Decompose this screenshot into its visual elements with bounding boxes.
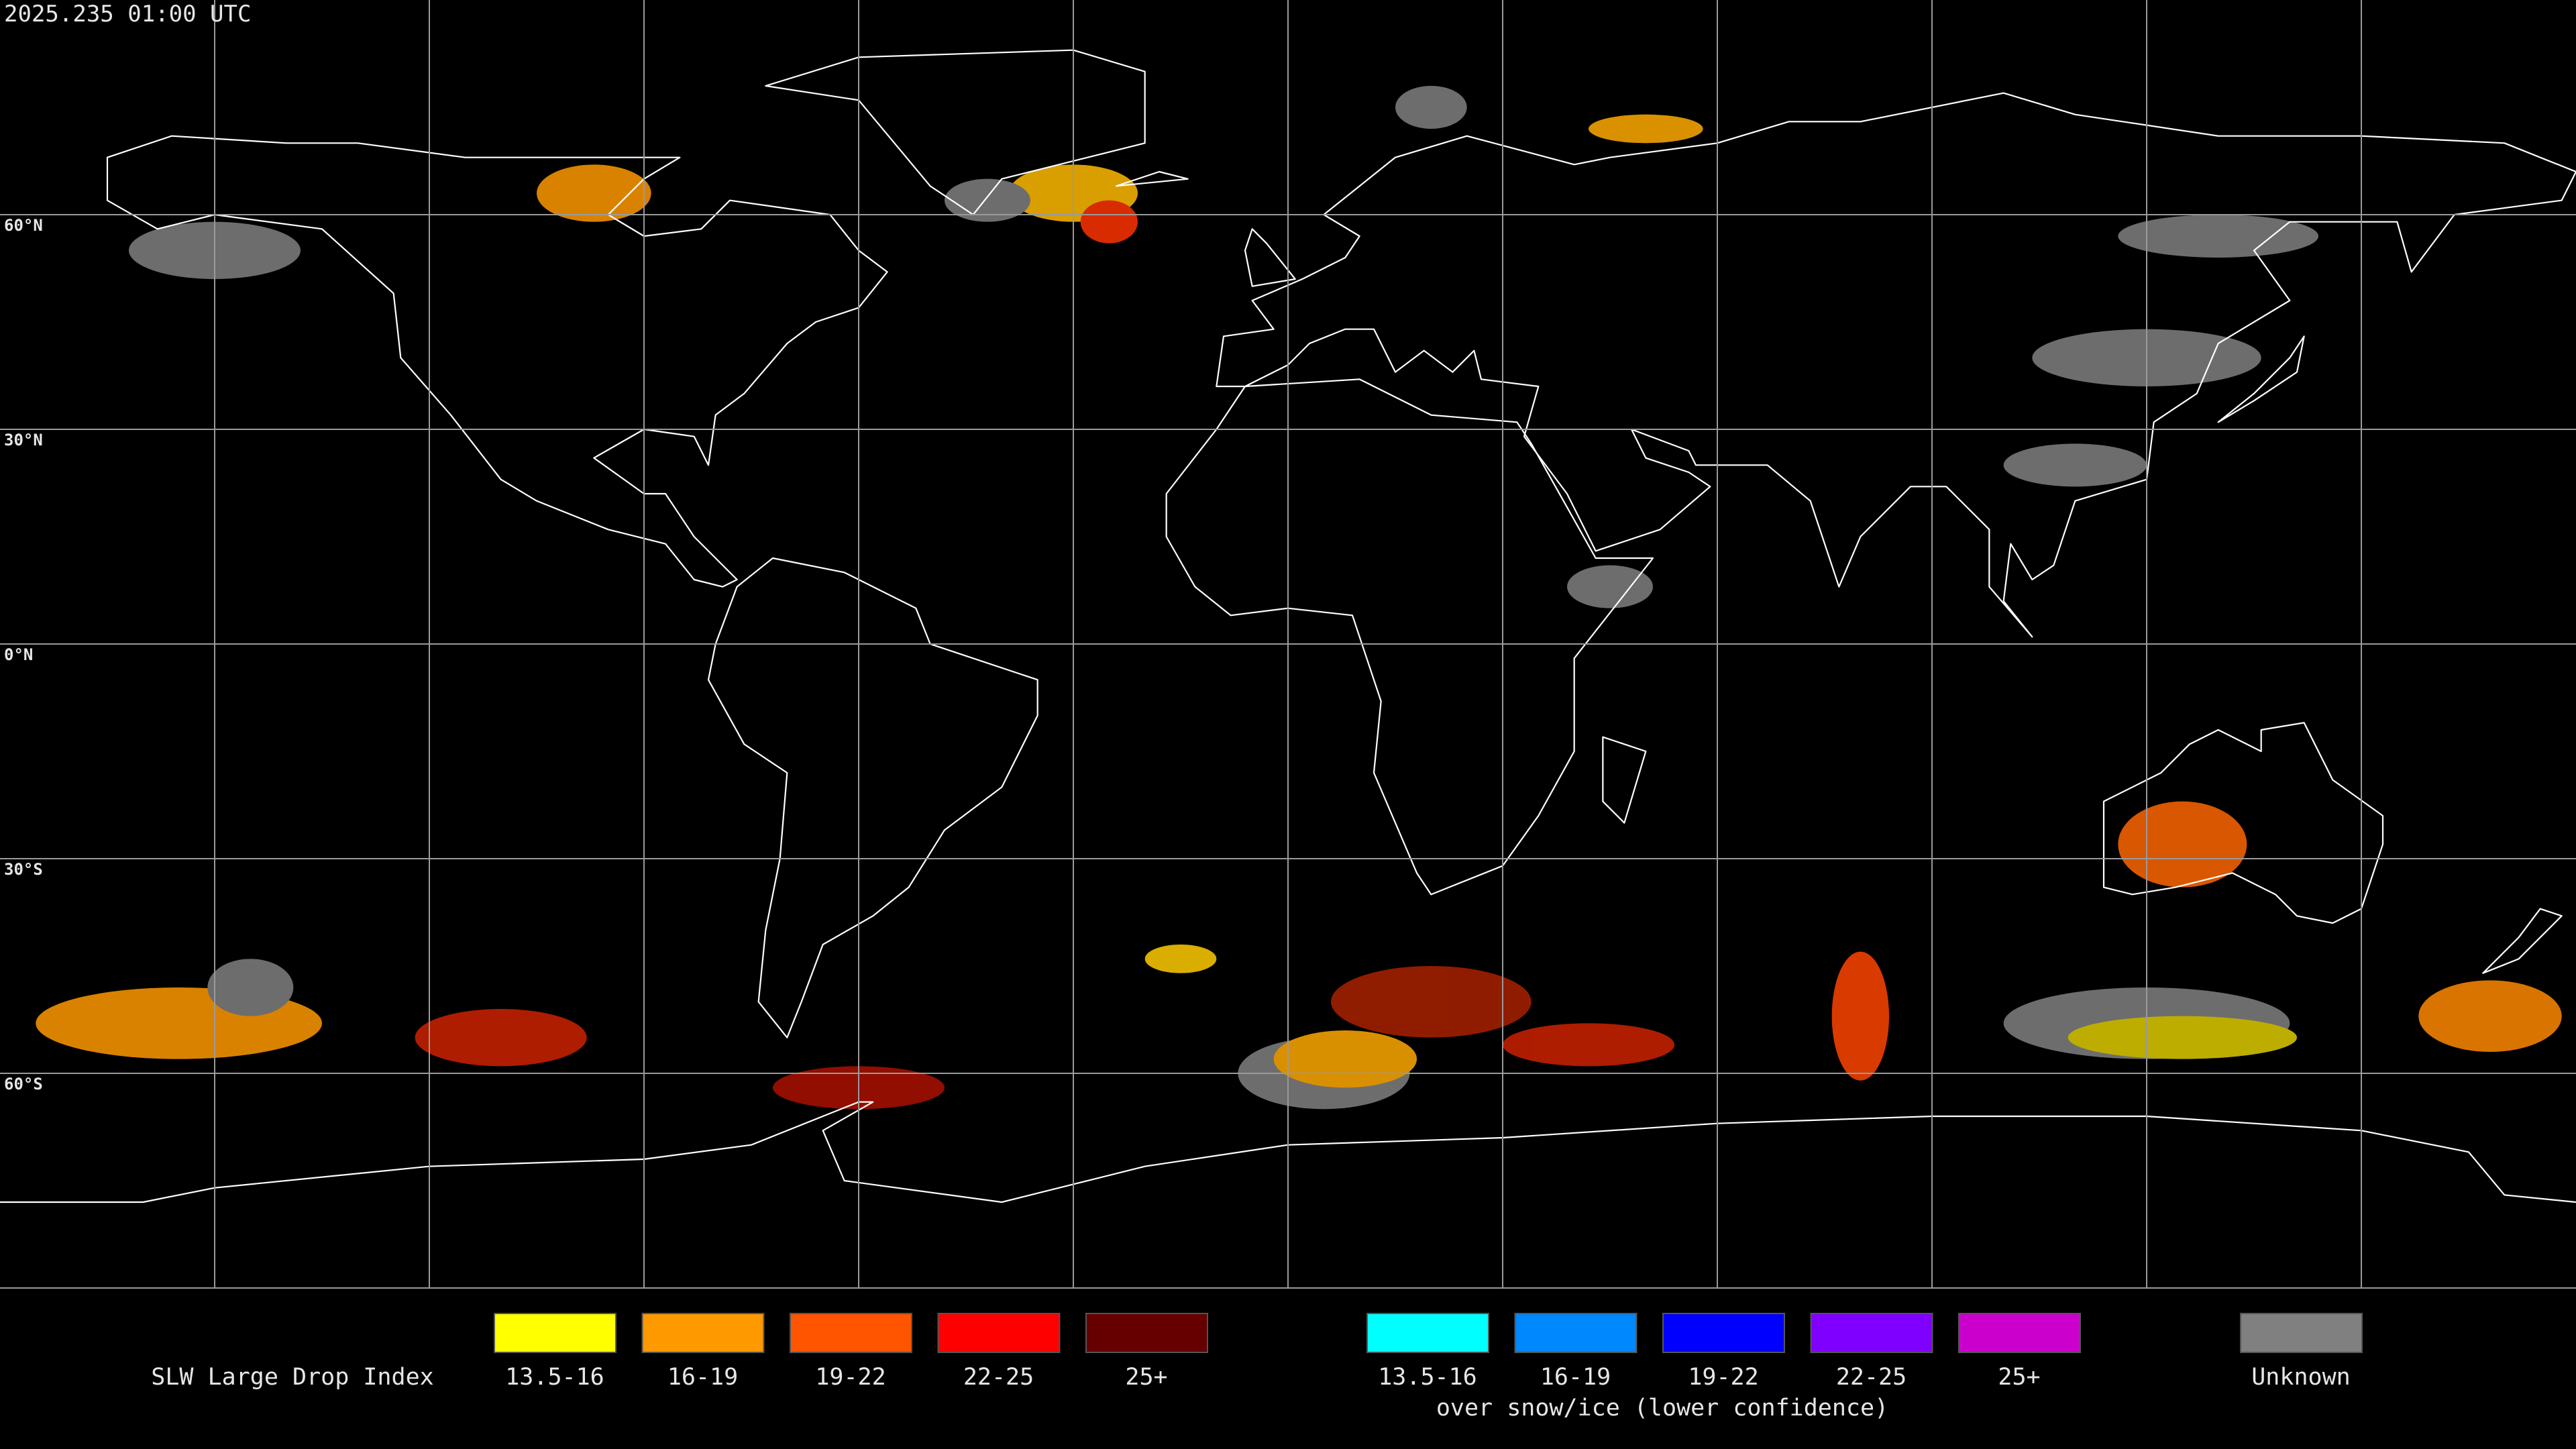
cloud [944, 178, 1030, 222]
coastline [708, 558, 1038, 1038]
coastline [107, 136, 888, 587]
legend-label: 22-25 [963, 1364, 1034, 1391]
coastline [1216, 93, 2576, 637]
legend-label: 16-19 [1540, 1364, 1611, 1391]
coastline [1167, 379, 1653, 894]
legend: 13.5-16 16-19 19-22 22-25 25+ 13.5-16 16-19 19-… [494, 1313, 2363, 1391]
legend-label: 13.5-16 [505, 1364, 604, 1391]
cloud [2003, 443, 2147, 487]
legend-swatch [790, 1313, 912, 1353]
legend-swatch [494, 1313, 616, 1353]
latitude-label: 60°S [4, 1075, 43, 1093]
cloud [1503, 1023, 1675, 1067]
legend-label: 25+ [1998, 1364, 2040, 1391]
legend-label: 16-19 [667, 1364, 738, 1391]
coastline [0, 1102, 2576, 1202]
cloud [415, 1009, 587, 1067]
legend-label: 22-25 [1836, 1364, 1907, 1391]
legend-label: 19-22 [815, 1364, 885, 1391]
legend-swatch [1085, 1313, 1208, 1353]
latitude-label: 60°N [4, 216, 43, 235]
legend-label: 25+ [1125, 1364, 1167, 1391]
coastline [1116, 172, 2562, 973]
cloud [536, 164, 651, 222]
cloud [2068, 1016, 2298, 1059]
cloud [1589, 114, 1703, 144]
legend-swatch [937, 1313, 1061, 1353]
graticule: 60°N 30°N 0°N 30°S 60°S [0, 0, 2576, 1288]
map [0, 50, 2576, 1202]
cloud [2118, 214, 2319, 258]
legend-swatch [1366, 1313, 1489, 1353]
cloud [1395, 85, 1467, 129]
cloud [2118, 801, 2247, 888]
coastline [2104, 722, 2383, 923]
latitude-label: 0°N [4, 645, 33, 664]
legend-caption: over snow/ice (lower confidence) [1436, 1395, 1888, 1421]
legend-label: 19-22 [1688, 1364, 1758, 1391]
legend-label: 13.5-16 [1378, 1364, 1477, 1391]
cloud [1144, 945, 1217, 973]
timestamp: 2025.235 01:00 UTC [4, 1, 251, 28]
cloud-field [36, 85, 2562, 1110]
legend-swatch [641, 1313, 765, 1353]
cloud [1273, 1030, 1417, 1088]
latitude-label: 30°N [4, 431, 43, 449]
cloud [1567, 565, 1654, 608]
legend-swatch [1514, 1313, 1638, 1353]
legend-swatch [2240, 1313, 2363, 1353]
coastline [765, 50, 1144, 215]
cloud [207, 959, 294, 1016]
legend-swatch [1810, 1313, 1933, 1353]
cloud [1831, 951, 1890, 1081]
cloud [2418, 980, 2562, 1053]
legend-swatch [1662, 1313, 1785, 1353]
legend-label: Unknown [2251, 1364, 2351, 1391]
coastlines [0, 50, 2576, 1202]
legend-swatch [1958, 1313, 2081, 1353]
cloud [1080, 200, 1138, 244]
legend-title: SLW Large Drop Index [151, 1364, 433, 1391]
cloud [1331, 966, 1532, 1038]
latitude-label: 30°S [4, 860, 43, 879]
